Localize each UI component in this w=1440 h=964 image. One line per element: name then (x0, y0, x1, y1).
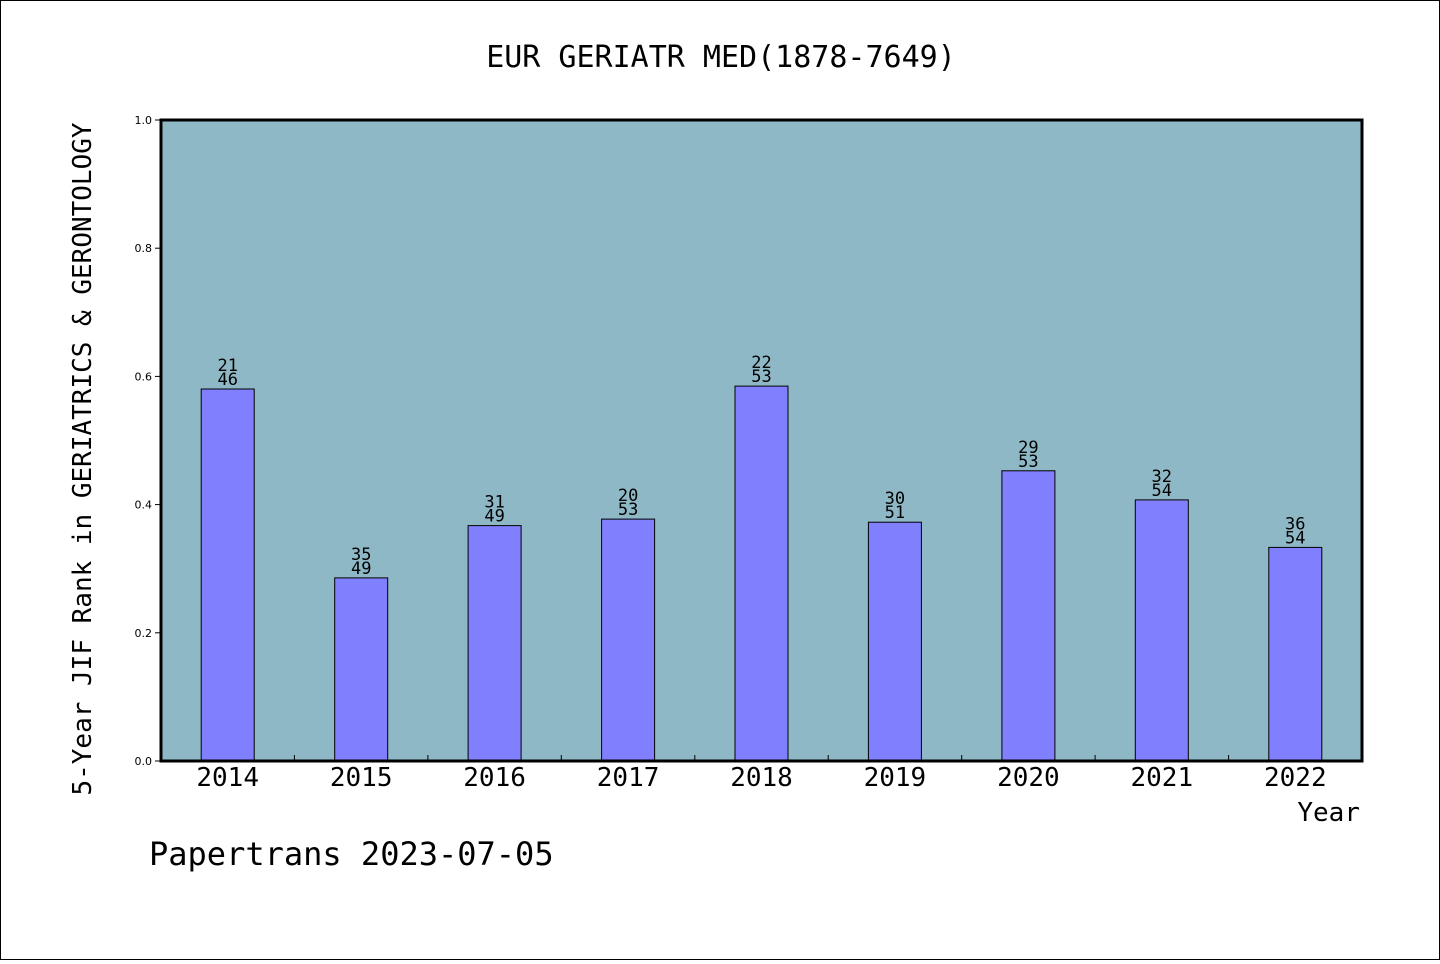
bar-label-total-2015: 49 (351, 559, 371, 579)
bar-label-rank-2017: 20 (618, 486, 638, 506)
bar-label-rank-2021: 32 (1152, 467, 1172, 487)
bars-group (200, 385, 1323, 762)
bar-label-total-2019: 51 (885, 503, 905, 523)
y-tick-label-0.6: 0.6 (135, 370, 153, 383)
bar-2021 (1134, 499, 1189, 762)
bar-2018 (734, 385, 789, 762)
bar-2022 (1268, 546, 1323, 762)
x-tick-label-2016: 2016 (463, 763, 526, 793)
bar-2016 (467, 525, 522, 762)
bar-label-rank-2019: 30 (885, 489, 905, 509)
chart-title: EUR GERIATR MED(1878-7649) (486, 40, 956, 75)
x-axis-label: Year (1297, 798, 1360, 828)
bar-label-rank-2018: 22 (751, 353, 771, 373)
footer-text: Papertrans 2023-07-05 (149, 835, 554, 873)
bar-label-total-2020: 53 (1018, 452, 1038, 472)
y-axis-label: 5-Year JIF Rank in GERIATRICS & GERONTOL… (68, 122, 98, 795)
x-tick-label-2014: 2014 (196, 763, 259, 793)
bar-label-rank-2022: 36 (1285, 514, 1305, 534)
bar-label-rank-2016: 31 (484, 493, 504, 513)
bar-label-total-2018: 53 (751, 367, 771, 387)
bar-label-total-2014: 46 (217, 370, 237, 390)
x-tick-label-2022: 2022 (1264, 763, 1327, 793)
bar-label-total-2021: 54 (1152, 481, 1172, 501)
x-tick-label-2017: 2017 (597, 763, 660, 793)
y-tick-label-0.0: 0.0 (135, 755, 153, 768)
y-tick-label-0.8: 0.8 (135, 242, 153, 255)
bar-label-rank-2020: 29 (1018, 438, 1038, 458)
x-tick-label-2019: 2019 (864, 763, 927, 793)
bar-2019 (867, 521, 922, 762)
plot-border (159, 118, 1364, 763)
x-tick-label-2018: 2018 (730, 763, 793, 793)
bar-label-total-2017: 53 (618, 500, 638, 520)
y-ticks-group: 0.0 0.2 0.4 0.6 0.8 1.0 (135, 114, 161, 768)
bar-2017 (601, 518, 656, 762)
x-tick-label-2021: 2021 (1130, 763, 1193, 793)
bar-2014 (200, 388, 255, 762)
y-tick-label-0.2: 0.2 (135, 627, 153, 640)
y-tick-label-0.4: 0.4 (135, 499, 153, 512)
bar-label-rank-2014: 21 (217, 356, 237, 376)
bar-label-total-2022: 54 (1285, 528, 1305, 548)
x-tick-label-2015: 2015 (330, 763, 393, 793)
bar-2015 (334, 577, 389, 762)
x-ticks-group: 2014 2015 2016 2017 2018 2019 2020 2021 2022 (196, 755, 1327, 793)
x-tick-label-2020: 2020 (997, 763, 1060, 793)
bar-2020 (1001, 470, 1056, 762)
bar-label-total-2016: 49 (484, 507, 504, 527)
y-tick-label-1.0: 1.0 (135, 114, 153, 127)
bar-label-rank-2015: 35 (351, 545, 371, 565)
